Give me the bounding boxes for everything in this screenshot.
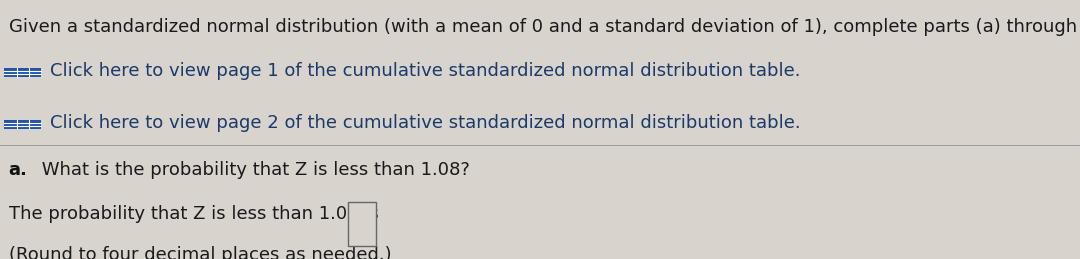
Text: Given a standardized normal distribution (with a mean of 0 and a standard deviat: Given a standardized normal distribution… — [9, 18, 1080, 36]
Text: The probability that Z is less than 1.08 is: The probability that Z is less than 1.08… — [9, 205, 384, 222]
Bar — [4, 68, 41, 77]
Text: (Round to four decimal places as needed.): (Round to four decimal places as needed.… — [9, 246, 391, 259]
Bar — [4, 120, 41, 129]
Text: What is the probability that Z is less than 1.08?: What is the probability that Z is less t… — [36, 161, 470, 178]
Bar — [348, 202, 376, 246]
Text: Click here to view page 1 of the cumulative standardized normal distribution tab: Click here to view page 1 of the cumulat… — [50, 62, 800, 80]
Text: a.: a. — [9, 161, 27, 178]
Text: Click here to view page 2 of the cumulative standardized normal distribution tab: Click here to view page 2 of the cumulat… — [50, 114, 800, 132]
